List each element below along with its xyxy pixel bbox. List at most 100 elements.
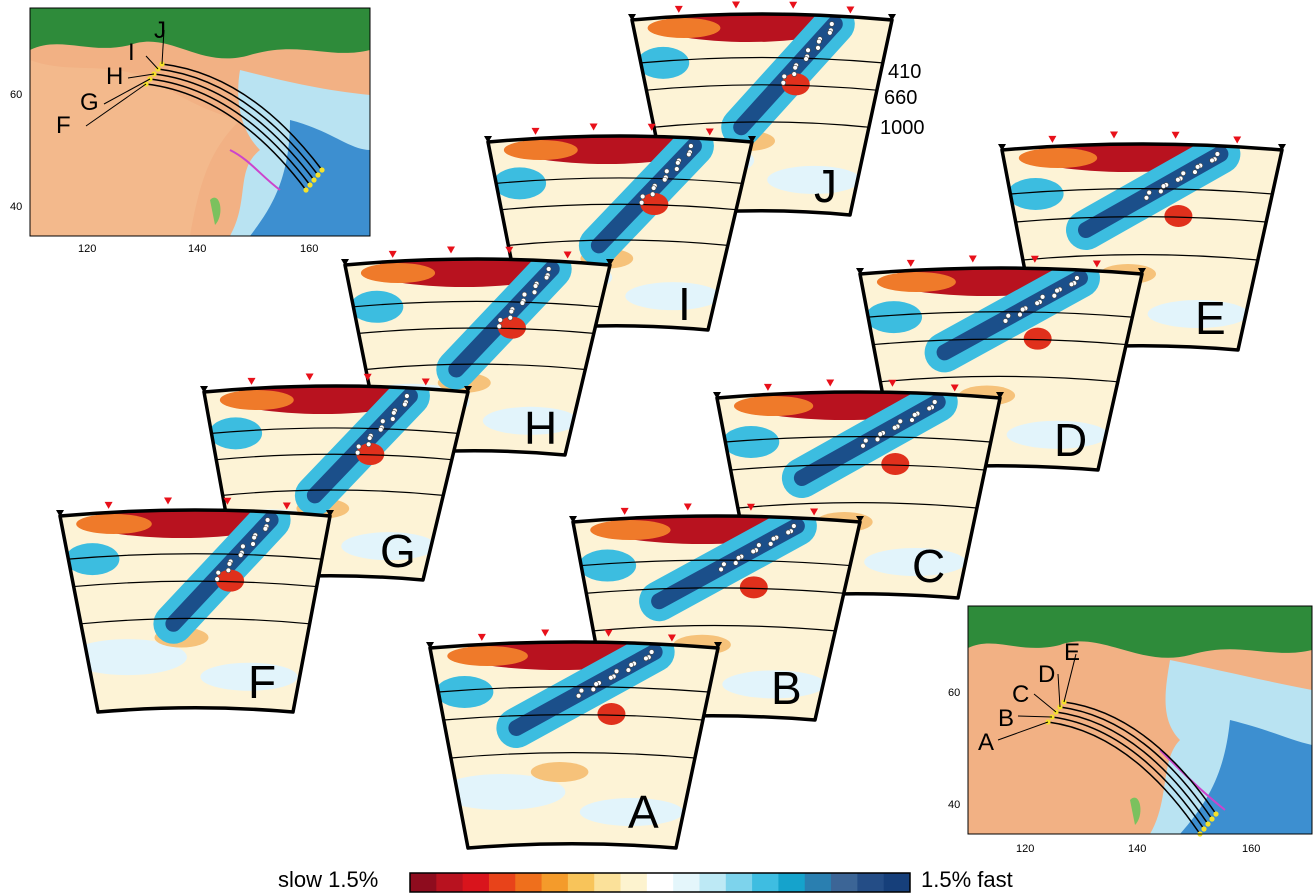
earthquake-marker xyxy=(791,71,797,77)
map-south-profile-lines xyxy=(997,653,1219,837)
earthquake-marker xyxy=(355,443,362,450)
map-north-profile-line xyxy=(153,73,315,181)
map-north-ytick-60: 60 xyxy=(10,89,22,101)
station-marker xyxy=(1048,135,1057,143)
earthquake-marker xyxy=(225,567,232,574)
slow-anomaly-shallow xyxy=(76,514,152,534)
earthquake-marker xyxy=(643,655,649,662)
map-north-profile-end xyxy=(307,182,313,188)
earthquake-marker xyxy=(402,401,408,408)
discontinuity-line-410 xyxy=(438,686,709,693)
discontinuity-line-1000 xyxy=(450,752,695,759)
station-marker xyxy=(746,503,755,511)
colorbar-swatch xyxy=(857,873,885,892)
station-marker xyxy=(810,508,819,516)
colorbar-swatch xyxy=(699,873,727,892)
discontinuity-line-660 xyxy=(501,203,737,211)
earthquake-marker xyxy=(874,436,881,443)
discontinuity-line-1000 xyxy=(1022,254,1258,261)
section-a: A xyxy=(426,629,722,850)
slow-anomaly-shallow xyxy=(503,140,578,160)
station-marker xyxy=(789,1,798,9)
station-marker xyxy=(604,629,613,637)
earthquake-marker xyxy=(649,191,656,197)
earthquake-marker xyxy=(1146,189,1152,196)
earthquake-marker xyxy=(365,441,372,447)
map-north-profile-end xyxy=(311,177,317,183)
fast-anomaly-weak xyxy=(482,406,579,435)
earthquake-marker xyxy=(404,393,410,399)
earthquake-marker xyxy=(718,566,724,573)
colorbar-swatch xyxy=(567,873,595,892)
map-south-leader-line xyxy=(1063,653,1077,703)
earthquake-marker xyxy=(1017,311,1023,318)
station-marker xyxy=(846,6,855,14)
earthquake-marker xyxy=(625,667,632,673)
slow-anomaly-subslab xyxy=(356,443,385,466)
section-a-field xyxy=(430,642,718,848)
station-marker xyxy=(388,250,397,258)
earthquake-marker xyxy=(354,449,361,456)
slow-anomaly-subslab xyxy=(739,576,768,599)
discontinuity-line-410 xyxy=(581,559,851,567)
map-south-ytick-40: 40 xyxy=(948,799,960,811)
slow-anomaly-shallow xyxy=(1018,148,1098,168)
section-end-marker xyxy=(888,14,896,21)
discontinuity-line-1000 xyxy=(508,239,728,246)
earthquake-marker xyxy=(750,548,756,555)
earthquake-marker xyxy=(497,317,503,323)
earthquake-marker xyxy=(1019,306,1026,313)
earthquake-marker xyxy=(770,536,777,542)
map-north-inset: F G H I J 120 140 160 60 40 xyxy=(10,7,371,255)
map-north-profile-line xyxy=(149,78,311,186)
earthquake-marker xyxy=(909,417,915,423)
station-marker xyxy=(531,127,540,135)
station-marker xyxy=(223,497,232,505)
earthquake-marker xyxy=(897,418,903,424)
section-label-i: I xyxy=(678,278,691,330)
map-south-label-c: C xyxy=(1012,681,1029,708)
slow-anomaly-subslab xyxy=(497,316,526,339)
colorbar-swatch xyxy=(594,873,622,892)
station-marker xyxy=(705,128,714,136)
map-north-leader-line xyxy=(145,55,159,70)
map-north-leader-line xyxy=(127,73,155,79)
discontinuity-line-660 xyxy=(586,587,844,594)
discontinuity-line-410 xyxy=(68,553,322,560)
section-f-field xyxy=(60,510,330,712)
map-south-profile-line xyxy=(1047,721,1201,835)
map-north-profile-end xyxy=(319,167,325,173)
map-south-leader-line xyxy=(1057,673,1061,708)
earthquake-marker xyxy=(686,151,692,158)
earthquake-marker xyxy=(1175,177,1181,183)
earthquake-marker xyxy=(1214,151,1221,157)
colorbar-swatch xyxy=(620,873,648,892)
section-end-marker xyxy=(426,642,434,649)
earthquake-marker xyxy=(1002,318,1009,324)
map-north-trench xyxy=(229,149,281,191)
station-marker xyxy=(305,373,314,381)
station-marker xyxy=(1092,260,1101,268)
map-north-leader-line xyxy=(85,83,147,127)
earthquake-marker xyxy=(1143,195,1150,201)
station-marker xyxy=(421,378,430,386)
section-end-marker xyxy=(998,144,1006,151)
discontinuity-line-660 xyxy=(73,580,317,588)
colorbar-swatch xyxy=(515,873,543,892)
station-marker xyxy=(477,633,486,641)
map-south-leader-line xyxy=(1033,693,1057,713)
slow-anomaly-shallow xyxy=(876,272,956,292)
earthquake-marker xyxy=(531,289,538,295)
map-north-xtick-160: 160 xyxy=(300,243,318,255)
section-end-marker xyxy=(464,386,472,393)
discontinuity-line-1000 xyxy=(737,502,977,509)
map-south-inset: A B C D E 120 140 160 60 40 xyxy=(948,605,1313,855)
station-marker xyxy=(950,384,959,392)
map-north-xtick-140: 140 xyxy=(188,243,206,255)
section-end-marker xyxy=(714,642,722,649)
colorbar-swatch xyxy=(673,873,700,892)
earthquake-marker xyxy=(380,418,386,424)
slow-anomaly-weak xyxy=(530,762,589,782)
earthquake-marker xyxy=(1034,300,1040,306)
earthquake-marker xyxy=(238,552,244,558)
